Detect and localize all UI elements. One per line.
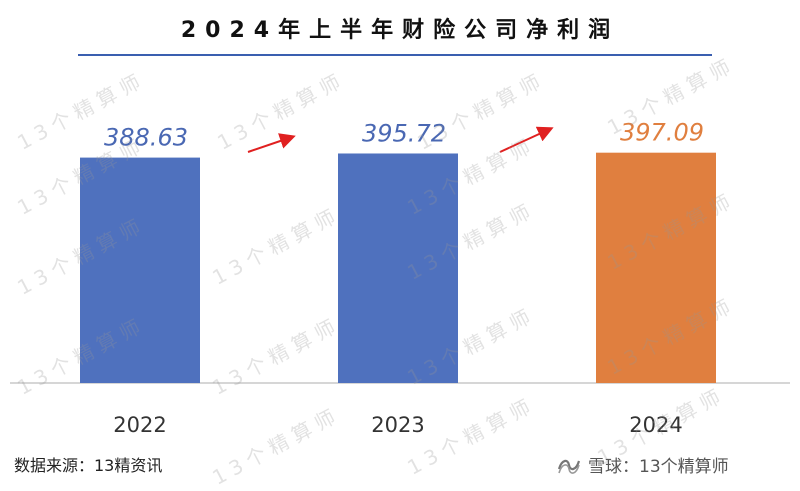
bar-2022	[80, 157, 200, 383]
data-source-note: 数据来源：13精资讯	[14, 456, 163, 475]
brand-text: 雪球：13个精算师	[588, 457, 729, 477]
growth-arrow-1	[247, 133, 296, 153]
title-underline	[78, 54, 712, 56]
xueqiu-logo-icon	[557, 459, 581, 474]
data-label-2024: 397.09	[620, 119, 704, 147]
chart-title: 2024年上半年财险公司净利润	[180, 18, 620, 43]
bar-2023	[338, 153, 458, 383]
x-tick-label-2024: 2024	[629, 413, 682, 437]
data-label-2022: 388.63	[104, 124, 188, 152]
x-tick-label-2022: 2022	[113, 413, 166, 437]
growth-arrow-2	[499, 126, 554, 153]
bar-2024	[596, 152, 716, 383]
brand-footer: 雪球：13个精算师	[556, 452, 729, 477]
x-tick-label-2023: 2023	[371, 413, 424, 437]
data-label-2023: 395.72	[362, 119, 446, 147]
